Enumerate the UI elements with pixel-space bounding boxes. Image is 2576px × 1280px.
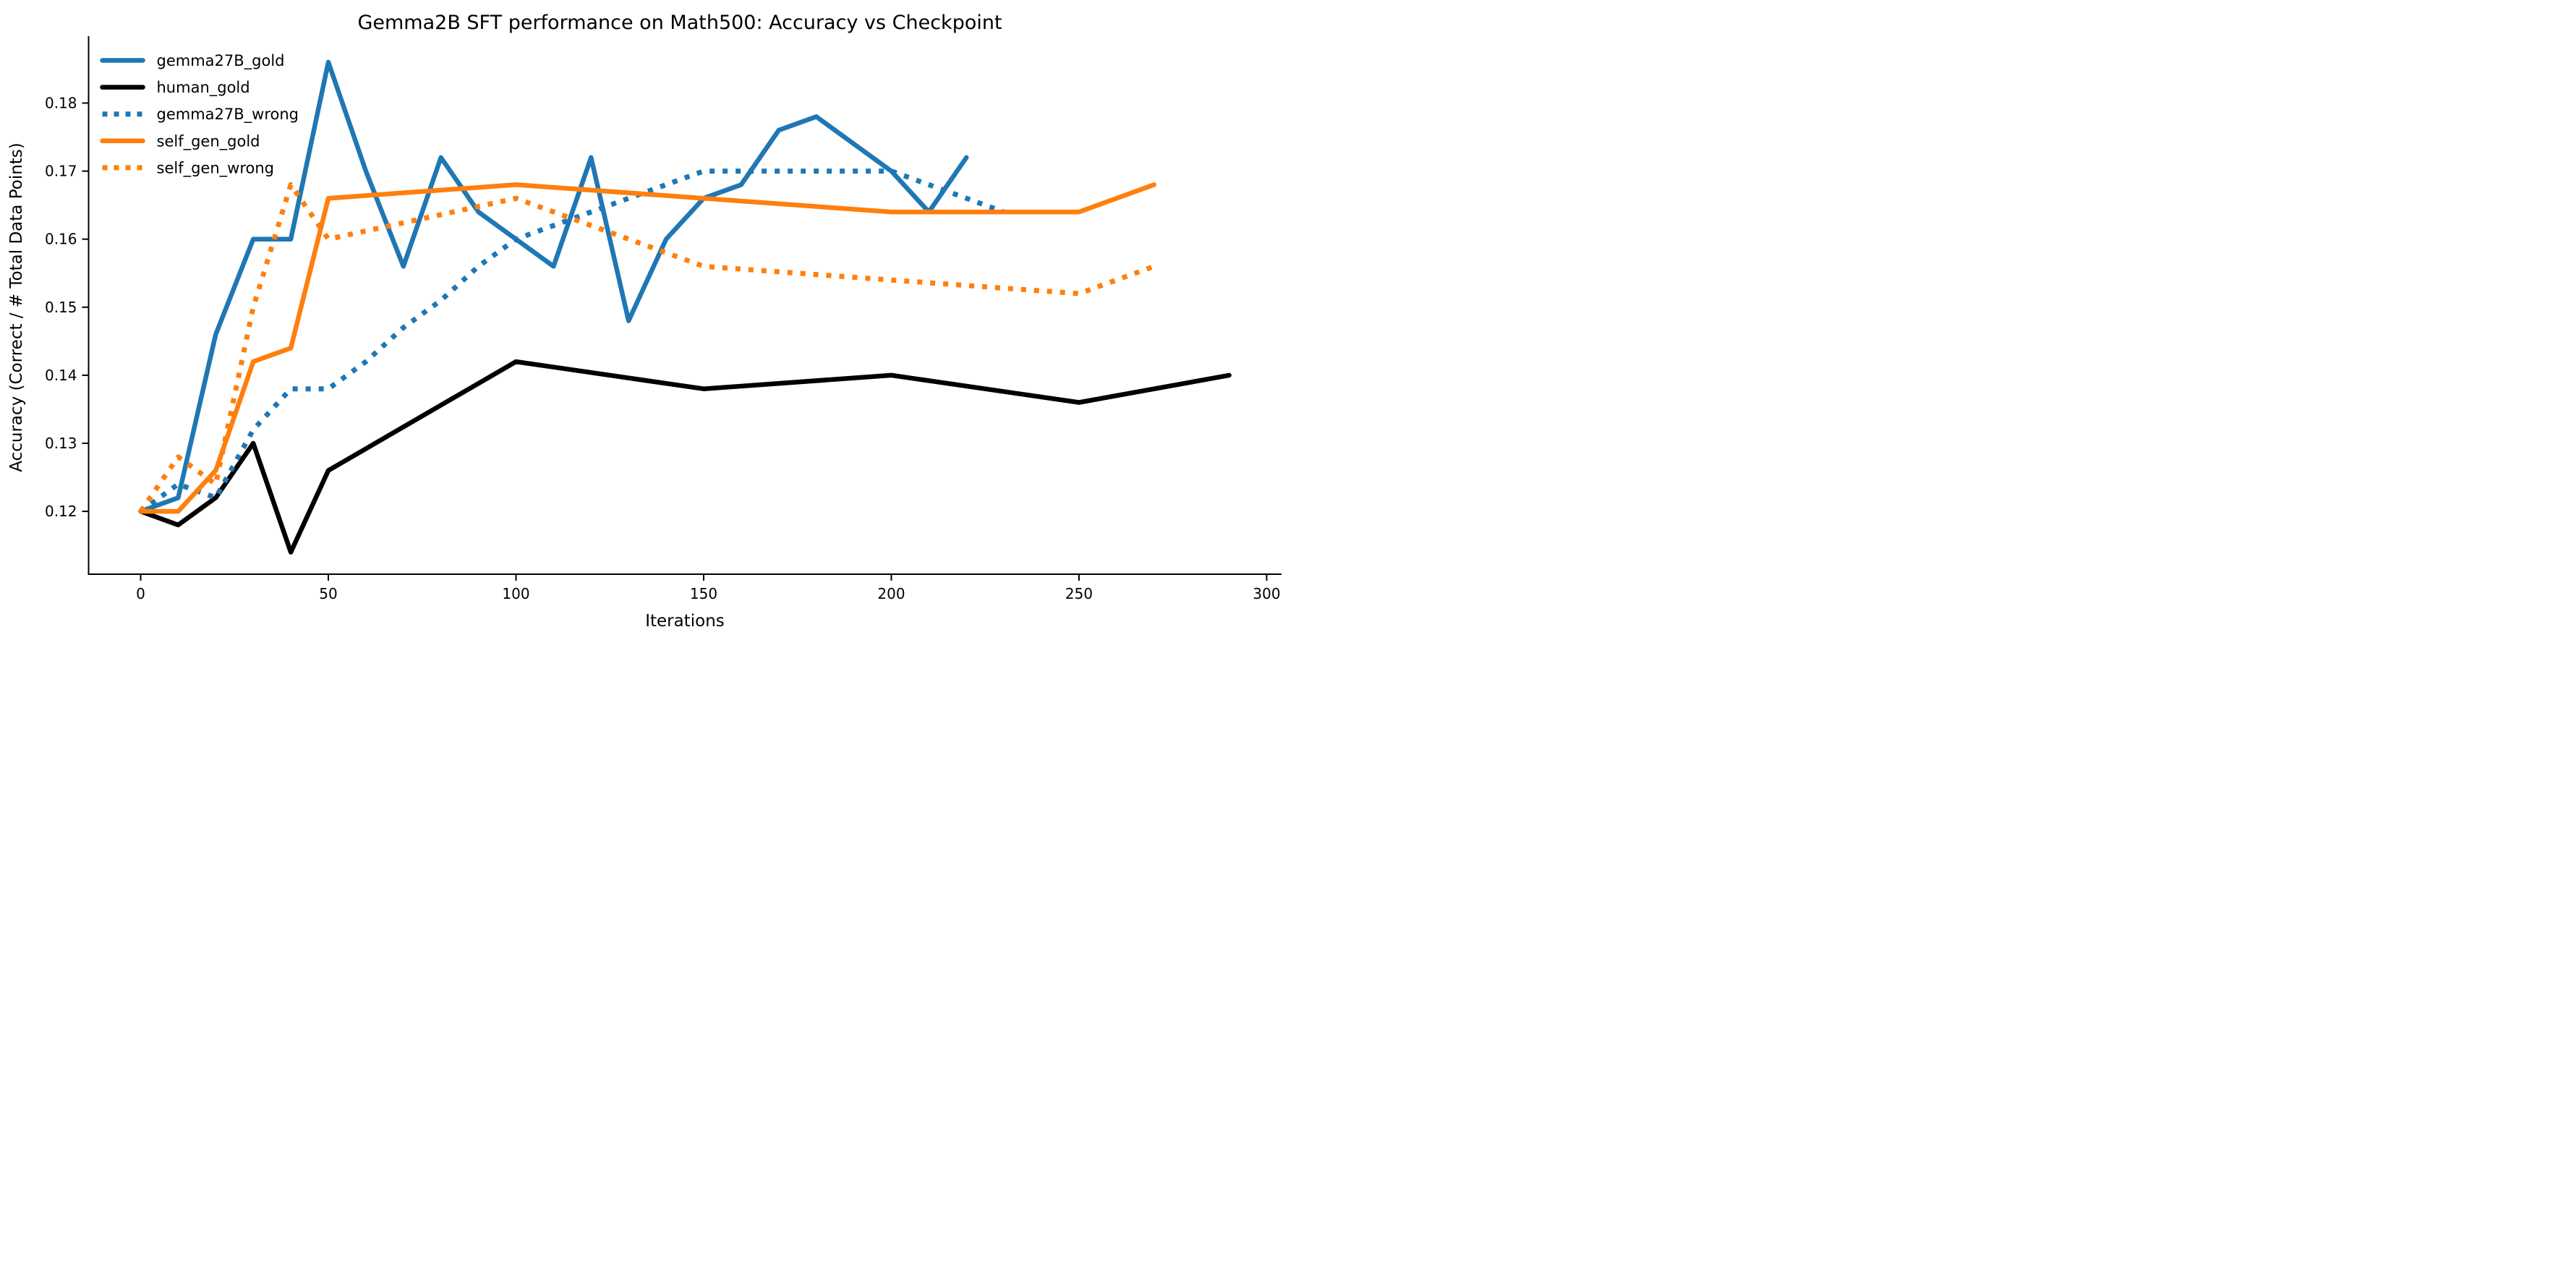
series-human_gold-line — [138, 359, 1232, 555]
x-tick-label: 100 — [502, 585, 529, 602]
y-tick-label: 0.17 — [45, 163, 77, 180]
line-chart-canvas: 0 50 100 150 200 250 300 0.12 0.13 0.14 0.15 0.16 0.… — [7, 12, 1281, 631]
legend-label-gemma27B_gold: gemma27B_gold — [157, 52, 285, 70]
y-tick-label: 0.12 — [45, 503, 77, 520]
x-tick-label: 250 — [1065, 585, 1093, 602]
x-tick-label: 300 — [1253, 585, 1280, 602]
legend-label-gemma27B_wrong: gemma27B_wrong — [157, 106, 299, 124]
y-axis-label: Accuracy (Correct / # Total Data Points) — [7, 142, 26, 472]
x-tick-label: 50 — [319, 585, 337, 602]
y-tick-label: 0.15 — [45, 299, 77, 316]
y-tick-label: 0.16 — [45, 231, 77, 248]
series-layer — [138, 59, 1232, 555]
series-gemma27B_wrong-line — [139, 168, 1005, 513]
legend: gemma27B_gold human_gold gemma27B_wrongsel… — [100, 52, 299, 177]
legend-item-gemma27B_wrong: gemma27B_wrong — [102, 106, 299, 124]
chart-figure: 0 50 100 150 200 250 300 0.12 0.13 0.14 0.15 0.16 0.… — [0, 0, 1288, 640]
legend-label-self_gen_gold: self_gen_gold — [157, 132, 260, 150]
x-tick-label: 200 — [877, 585, 905, 602]
x-tick-label: 0 — [136, 585, 145, 602]
axes-layer: 0 50 100 150 200 250 300 0.12 0.13 0.14 0.15 0.16 0.… — [45, 36, 1281, 602]
x-axis-label: Iterations — [645, 612, 725, 631]
legend-label-self_gen_wrong: self_gen_wrong — [157, 159, 274, 177]
legend-item-self_gen_wrong: self_gen_wrong — [102, 159, 274, 177]
axes-spines — [88, 36, 1281, 575]
chart-title: Gemma2B SFT performance on Math500: Accu… — [357, 12, 1002, 34]
y-tick-label: 0.13 — [45, 435, 77, 452]
series-gemma27B_gold-line — [138, 59, 969, 514]
legend-item-gemma27B_gold: gemma27B_gold — [100, 52, 285, 70]
y-tick-label: 0.14 — [45, 367, 77, 384]
y-tick-label: 0.18 — [45, 95, 77, 112]
legend-item-self_gen_gold: self_gen_gold — [100, 132, 260, 150]
x-tick-label: 150 — [690, 585, 717, 602]
series-self_gen_gold-line — [138, 182, 1157, 514]
legend-label-human_gold: human_gold — [157, 79, 250, 97]
legend-item-human_gold: human_gold — [100, 79, 250, 97]
